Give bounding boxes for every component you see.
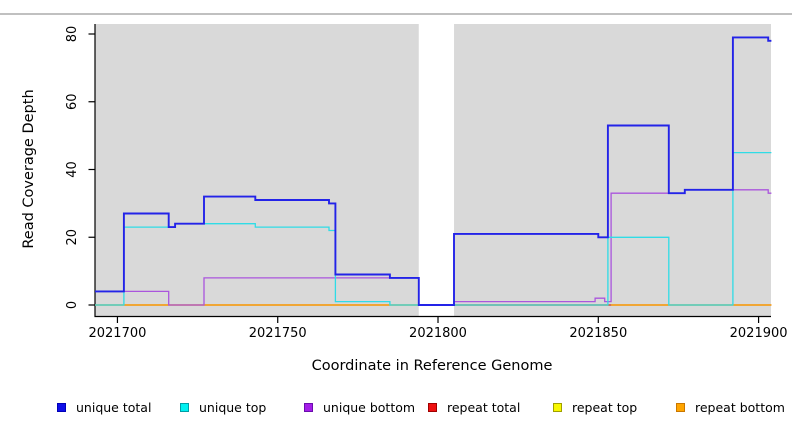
legend-swatch-icon (428, 402, 437, 412)
y-tick-label: 80 (65, 26, 80, 43)
series-unique-total (95, 36, 772, 306)
x-tick-label: 2021850 (569, 326, 627, 341)
legend-label: repeat bottom (695, 399, 785, 415)
y-tick-label: 40 (65, 161, 80, 178)
y-axis-title: Read Coverage Depth (21, 89, 37, 249)
x-tick-label: 2021900 (730, 326, 788, 341)
no-data-gap (418, 24, 455, 317)
legend-label: unique total (76, 399, 152, 415)
legend-swatch-icon (304, 402, 313, 412)
window-edge-line (0, 13, 792, 15)
legend-swatch-icon (553, 402, 562, 412)
axis-lines (94, 24, 771, 318)
x-tick-label: 2021750 (249, 326, 307, 341)
legend-swatch-icon (57, 402, 66, 412)
legend-item-unique-total: unique total (57, 398, 151, 416)
legend-label: unique bottom (323, 399, 416, 415)
legend: unique total unique top unique bottom repea… (0, 398, 792, 418)
legend-item-repeat-top: repeat top (553, 398, 637, 416)
legend-swatch-icon (180, 402, 189, 412)
y-tick-label: 60 (65, 93, 80, 110)
y-tick-label: 0 (65, 301, 80, 309)
x-axis-title: Coordinate in Reference Genome (311, 358, 553, 374)
legend-item-repeat-total: repeat total (428, 398, 520, 416)
legend-label: repeat top (572, 399, 638, 415)
y-tick-label: 20 (65, 229, 80, 246)
legend-item-repeat-bottom: repeat bottom (676, 398, 785, 416)
legend-label: unique top (199, 399, 267, 415)
legend-label: repeat total (447, 399, 521, 415)
x-tick-label: 2021700 (88, 326, 146, 341)
legend-swatch-icon (676, 402, 685, 412)
x-tick-label: 2021800 (409, 326, 467, 341)
legend-item-unique-top: unique top (180, 398, 266, 416)
legend-item-unique-bottom: unique bottom (304, 398, 415, 416)
